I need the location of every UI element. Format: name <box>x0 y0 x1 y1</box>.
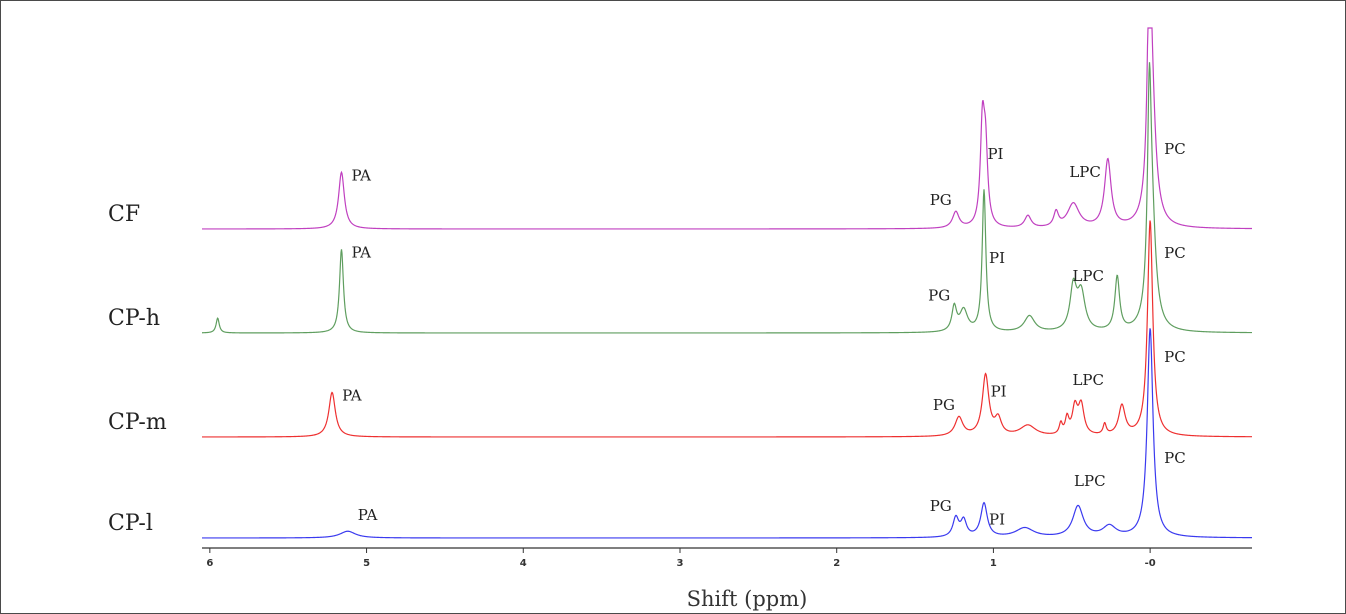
series-layer: CF PA PG PI LPC PC CP-h PA PG PI LPC PC CP-m PA PG PI LP… <box>108 27 1253 539</box>
peak-label-pg: PG <box>930 497 952 515</box>
x-axis-label: Shift (ppm) <box>687 587 808 611</box>
peak-label-pc: PC <box>1164 348 1186 366</box>
spectrum-line <box>202 220 1252 438</box>
x-axis: 6 5 4 3 2 1 -0 <box>202 547 1252 569</box>
peak-label-pc: PC <box>1164 140 1186 158</box>
peak-label-pg: PG <box>933 396 955 414</box>
peak-label-pa: PA <box>342 386 362 404</box>
series-cp-m: CP-m PA PG PI LPC PC <box>108 220 1252 438</box>
peak-label-lpc: LPC <box>1072 371 1104 389</box>
series-cp-h: CP-h PA PG PI LPC PC <box>108 62 1253 334</box>
peak-label-pi: PI <box>991 382 1007 400</box>
peak-label-lpc: LPC <box>1074 472 1106 490</box>
peak-label-pg: PG <box>928 287 950 305</box>
spectrum-line <box>202 328 1252 539</box>
series-name-label: CF <box>108 202 140 227</box>
x-tick-label: -0 <box>1145 558 1156 569</box>
series-cp-l: CP-l PA PG PI LPC PC <box>108 328 1252 539</box>
peak-label-pg: PG <box>930 191 952 209</box>
peak-label-pi: PI <box>989 249 1005 267</box>
x-tick-label: 3 <box>677 558 684 569</box>
peak-label-pi: PI <box>987 145 1003 163</box>
spectrum-line <box>201 62 1253 334</box>
peak-label-lpc: LPC <box>1069 163 1101 181</box>
series-name-label: CP-h <box>108 306 160 331</box>
x-tick-label: 6 <box>206 558 213 569</box>
x-tick-label: 5 <box>363 558 370 569</box>
peak-label-pa: PA <box>358 506 378 524</box>
series-name-label: CP-l <box>108 511 153 536</box>
series-cf: CF PA PG PI LPC PC <box>108 27 1252 230</box>
x-tick-label: 1 <box>990 558 997 569</box>
x-tick-label: 2 <box>833 558 840 569</box>
series-name-label: CP-m <box>108 410 167 435</box>
peak-label-pc: PC <box>1164 244 1186 262</box>
x-tick-label: 4 <box>520 558 527 569</box>
peak-label-pa: PA <box>351 243 371 261</box>
peak-label-lpc: LPC <box>1072 267 1104 285</box>
peak-label-pc: PC <box>1164 449 1186 467</box>
peak-label-pa: PA <box>351 166 371 184</box>
spectrum-line <box>202 27 1252 230</box>
peak-label-pi: PI <box>989 510 1005 528</box>
